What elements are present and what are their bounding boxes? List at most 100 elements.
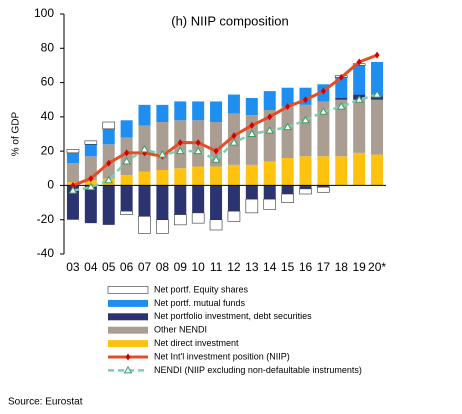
bar-segment	[335, 156, 348, 186]
bar-segment	[84, 144, 97, 157]
bar-segment	[66, 149, 80, 154]
legend-label: Net portf. mutual funds	[154, 298, 246, 308]
bar-segment	[156, 219, 169, 234]
bar-segment	[281, 106, 294, 158]
bar-segment	[245, 115, 258, 165]
line-marker	[88, 175, 94, 183]
bar-segment	[102, 128, 115, 145]
bar-segment	[191, 212, 205, 224]
bar-segment	[173, 214, 187, 226]
line-marker	[106, 159, 112, 167]
bar-segment	[120, 210, 133, 215]
bar-segment	[335, 98, 348, 100]
bar-segment	[263, 185, 276, 200]
y-tick-label: 40	[41, 109, 55, 123]
x-tick-label: 13	[245, 260, 259, 274]
bar-segment	[227, 210, 241, 222]
bar-segment	[174, 168, 187, 186]
line-marker	[247, 129, 257, 137]
line-marker	[104, 175, 114, 184]
line-marker	[374, 51, 380, 59]
y-axis-label: % of GDP	[11, 111, 22, 156]
bar-segment	[353, 65, 366, 95]
bar-segment	[353, 99, 366, 153]
legend-label: Net Int'l investment position (NIIP)	[154, 351, 290, 361]
line-marker	[283, 122, 292, 131]
bar-segment	[299, 185, 312, 189]
bar-segment	[299, 104, 312, 157]
bar-segment	[263, 198, 277, 210]
bar-segment	[281, 158, 294, 186]
bar-segment	[245, 185, 258, 200]
x-tick-label: 03	[66, 260, 80, 274]
bar-segment	[281, 87, 294, 107]
line-marker	[372, 90, 382, 98]
bar-segment	[263, 110, 276, 162]
bar-segment	[156, 170, 169, 186]
bar-segment	[120, 175, 133, 186]
bar-segment	[281, 193, 294, 203]
y-tick-label: 80	[41, 40, 55, 54]
y-tick-label: -20	[37, 212, 55, 226]
bar-segment	[156, 104, 169, 122]
y-tick-label: 60	[41, 75, 55, 89]
legend-label: NENDI (NIIP excluding non-defaultable in…	[154, 365, 362, 375]
bar-segment	[138, 171, 151, 186]
legend-marker	[125, 353, 131, 361]
line-marker	[124, 149, 130, 157]
bar-segment	[245, 98, 258, 116]
x-tick-label: 05	[102, 260, 116, 274]
bar-segment	[84, 185, 97, 224]
line-marker	[195, 139, 201, 147]
x-tick-label: 09	[174, 260, 188, 274]
legend-swatch	[108, 326, 148, 334]
bar-segment	[227, 94, 240, 114]
bar-segment	[66, 152, 79, 164]
line-marker	[301, 115, 310, 124]
x-tick-label: 06	[120, 260, 134, 274]
bar-segment	[227, 164, 240, 186]
bar-segment	[156, 122, 169, 170]
bar-segment	[84, 140, 98, 145]
bar-segment	[138, 185, 151, 217]
x-tick-label: 15	[281, 260, 295, 274]
bar-segment	[138, 215, 151, 234]
line-marker	[354, 95, 364, 103]
bar-segment	[138, 104, 151, 126]
bar-segment	[317, 185, 330, 188]
line-marker	[265, 126, 275, 134]
x-tick-label: 16	[299, 260, 313, 274]
line-marker	[68, 186, 78, 194]
bar-segment	[192, 166, 205, 186]
line-marker	[249, 121, 255, 129]
x-tick-label: 18	[335, 260, 349, 274]
line-marker	[229, 138, 239, 146]
line-marker	[320, 87, 326, 95]
y-tick-label: 0	[47, 178, 54, 192]
line-marker	[338, 73, 344, 81]
line-marker	[177, 139, 183, 147]
bar-segment	[317, 156, 330, 186]
legend-marker	[123, 365, 133, 374]
x-tick-label: 12	[227, 260, 241, 274]
legend-label: Net portf. Equity shares	[154, 284, 249, 294]
chart-title: (h) NIIP composition	[171, 13, 289, 28]
bar-segment	[371, 62, 384, 97]
bar-segment	[210, 185, 223, 220]
line-marker	[356, 58, 362, 66]
x-tick-label: 10	[191, 260, 205, 274]
bar-segment	[299, 156, 312, 186]
bar-segment	[210, 101, 223, 122]
line-marker	[213, 147, 219, 155]
line-marker	[122, 156, 131, 165]
line-marker	[193, 146, 203, 155]
bar-segment	[353, 152, 366, 186]
x-tick-label: 11	[210, 260, 223, 274]
x-tick-label: 08	[156, 260, 170, 274]
line-marker	[140, 144, 149, 153]
source-note: Source: Eurostat	[8, 397, 83, 408]
bar-segment	[156, 185, 169, 220]
line-marker	[319, 107, 328, 115]
bar-segment	[192, 101, 205, 121]
